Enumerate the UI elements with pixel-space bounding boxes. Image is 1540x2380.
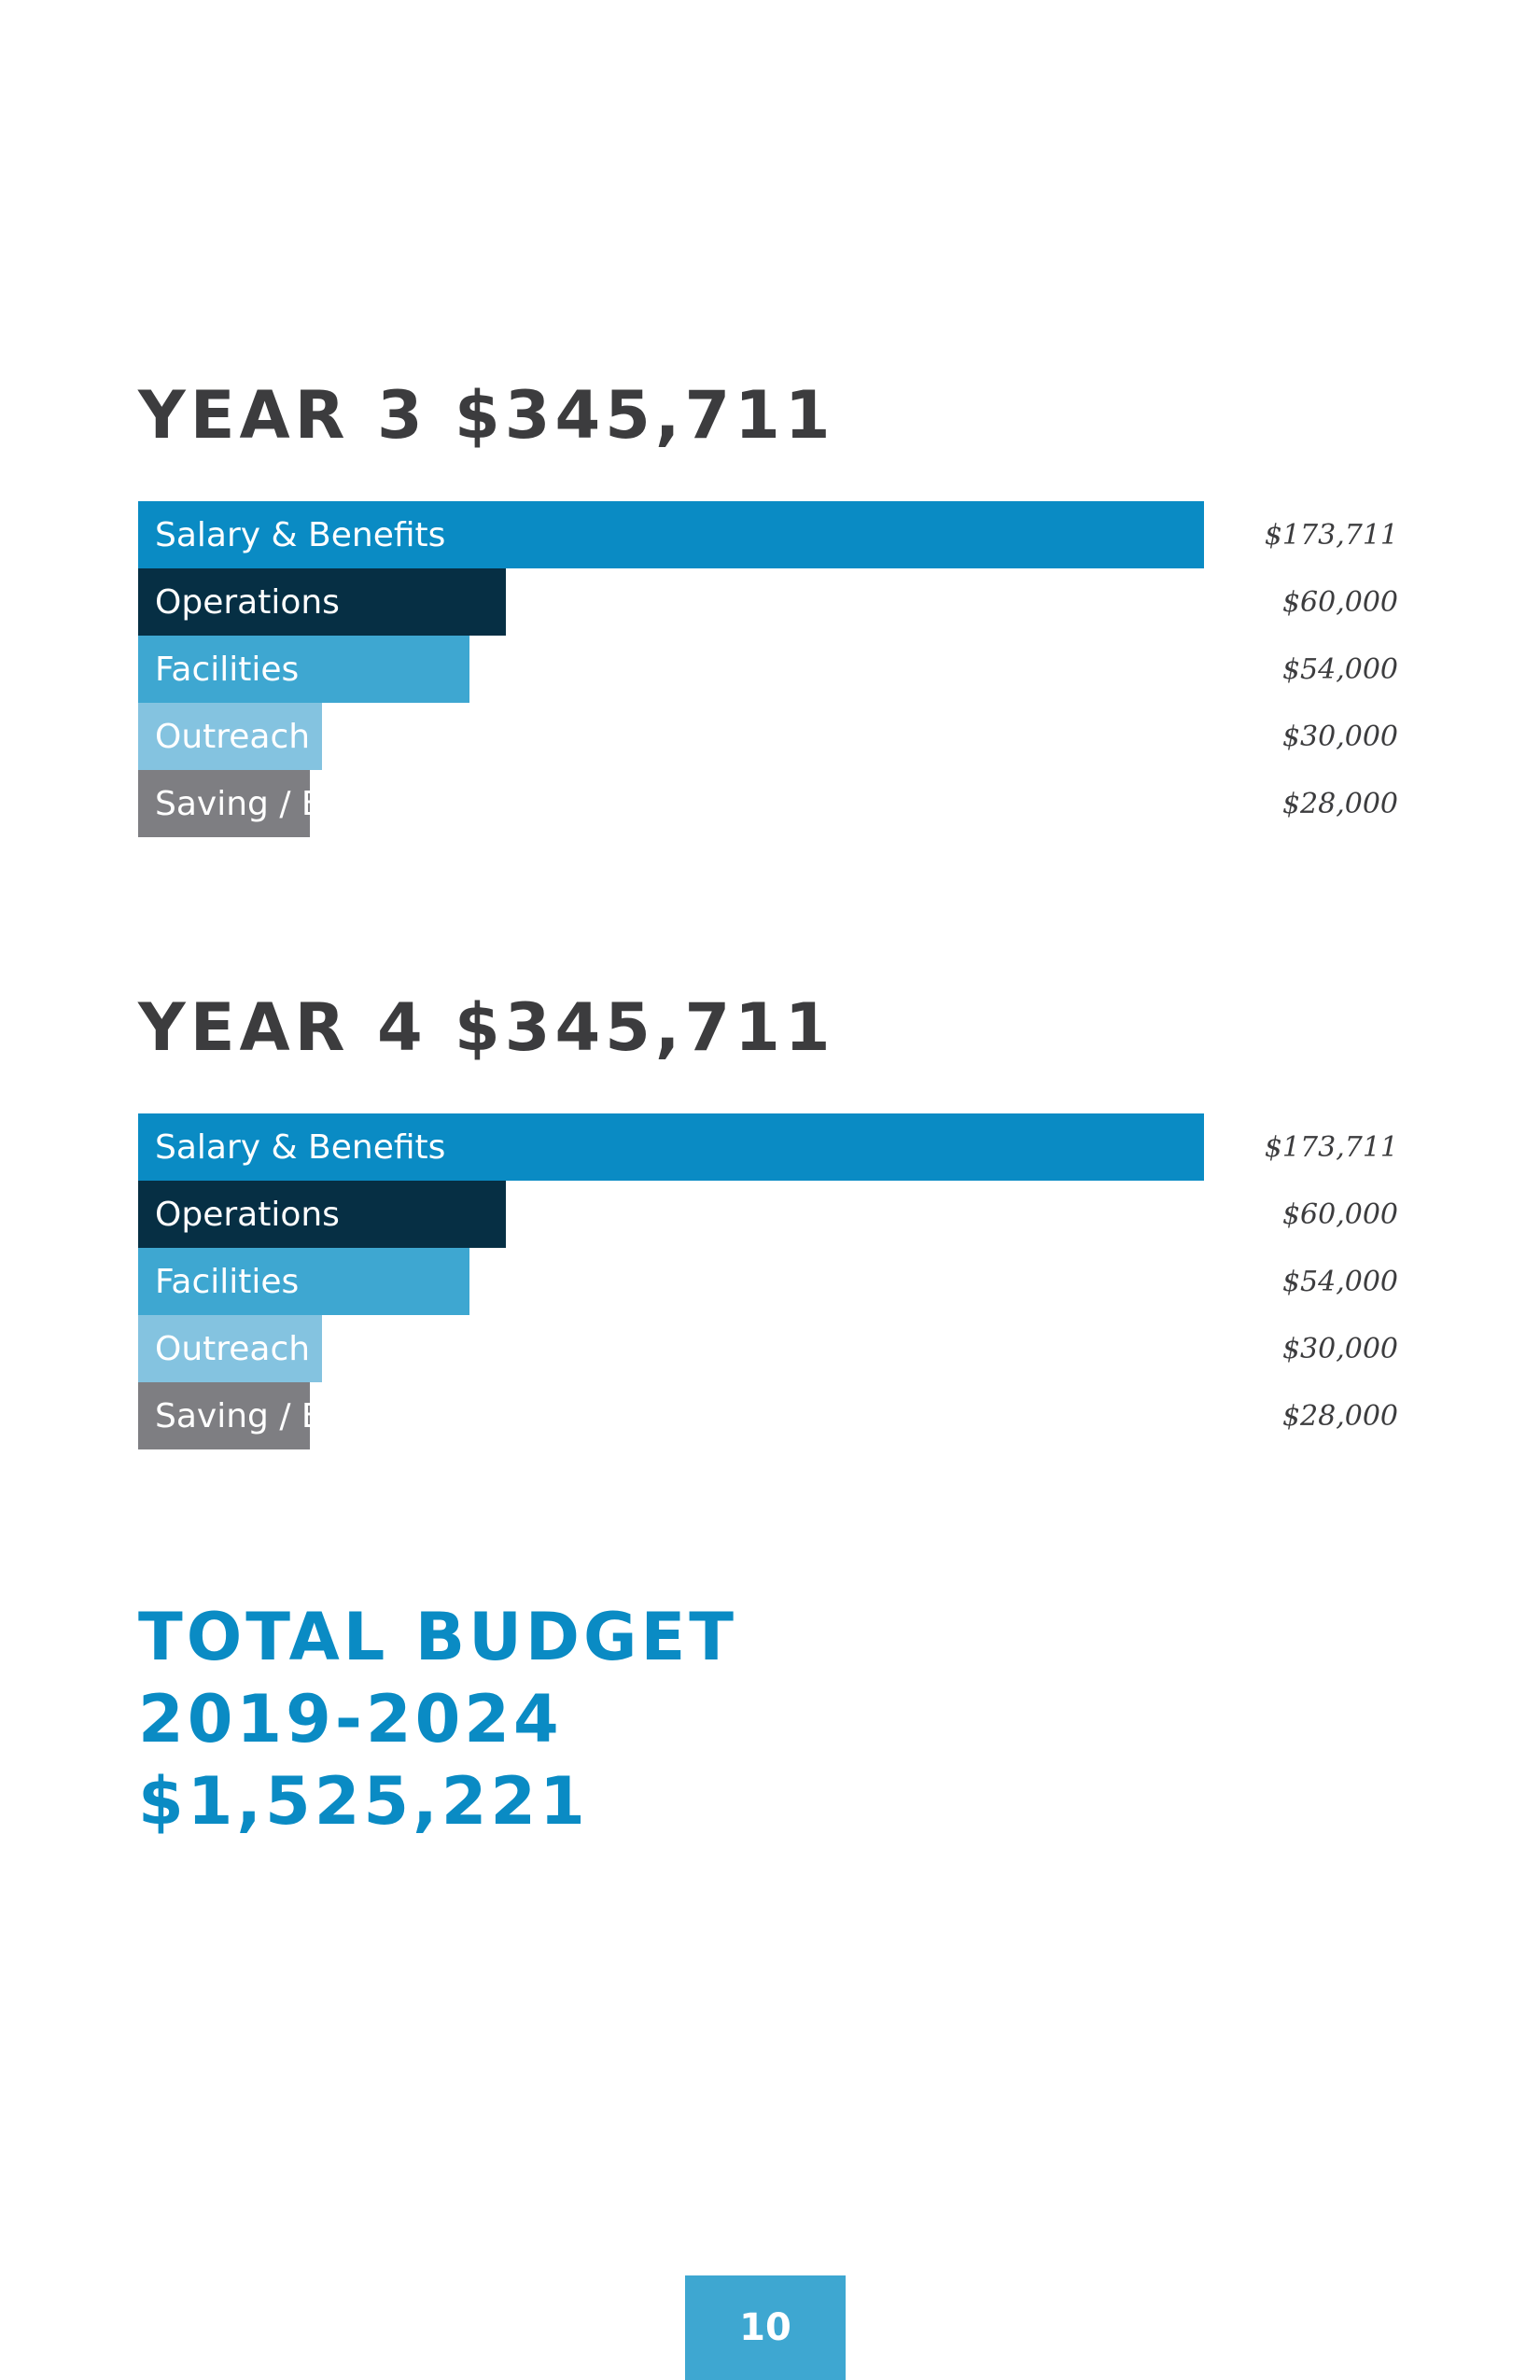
year-3-bar-chart: Salary & Benefits $173,711 Operations $60,0… — [138, 501, 1398, 839]
bar-operations: Operations — [138, 568, 506, 636]
bar-label-operations: Operations — [155, 1195, 340, 1234]
bar-value-operations: $60,000 — [1281, 1197, 1398, 1231]
bar-label-saving-expansion: Saving / Expansion — [155, 1396, 475, 1435]
bar-value-operations: $60,000 — [1281, 585, 1398, 619]
bar-value-facilities: $54,000 — [1281, 652, 1398, 686]
bar-value-outreach: $30,000 — [1281, 720, 1398, 753]
bar-saving-expansion: Saving / Expansion — [138, 1382, 474, 1449]
bar-label-salary-benefits: Salary & Benefits — [155, 1127, 446, 1167]
bar-value-salary-benefits: $173,711 — [1264, 518, 1398, 552]
bar-value-facilities: $54,000 — [1281, 1265, 1398, 1298]
total-budget-period: 2019-2024 — [138, 1681, 563, 1757]
page-number: 10 — [685, 2275, 846, 2380]
total-budget-label: TOTAL BUDGET — [138, 1599, 738, 1675]
year-4-title: YEAR 4 $345,711 — [138, 989, 835, 1066]
bar-value-saving-expansion: $28,000 — [1281, 787, 1398, 820]
bar-value-saving-expansion: $28,000 — [1281, 1399, 1398, 1433]
bar-label-salary-benefits: Salary & Benefits — [155, 515, 446, 554]
bar-label-outreach: Outreach — [155, 717, 311, 756]
bar-label-saving-expansion: Saving / Expansion — [155, 784, 475, 823]
year-4-bar-chart: Salary & Benefits $173,711 Operations $60,0… — [138, 1113, 1398, 1451]
bar-value-salary-benefits: $173,711 — [1264, 1130, 1398, 1164]
bar-label-outreach: Outreach — [155, 1329, 311, 1368]
bar-salary-benefits: Salary & Benefits — [138, 501, 1204, 568]
bar-facilities: Facilities — [138, 1248, 469, 1315]
bar-facilities: Facilities — [138, 636, 469, 703]
bar-saving-expansion: Saving / Expansion — [138, 770, 474, 837]
year-3-title: YEAR 3 $345,711 — [138, 377, 835, 454]
bar-outreach: Outreach — [138, 703, 322, 770]
bar-label-facilities: Facilities — [155, 1262, 300, 1301]
bar-label-operations: Operations — [155, 582, 340, 622]
bar-value-outreach: $30,000 — [1281, 1332, 1398, 1365]
bar-label-facilities: Facilities — [155, 650, 300, 689]
total-budget-amount: $1,525,221 — [138, 1763, 589, 1840]
bar-operations: Operations — [138, 1181, 506, 1248]
total-budget-heading: TOTAL BUDGET 2019-2024 $1,525,221 — [138, 1596, 737, 1842]
bar-salary-benefits: Salary & Benefits — [138, 1113, 1204, 1181]
bar-outreach: Outreach — [138, 1315, 322, 1382]
